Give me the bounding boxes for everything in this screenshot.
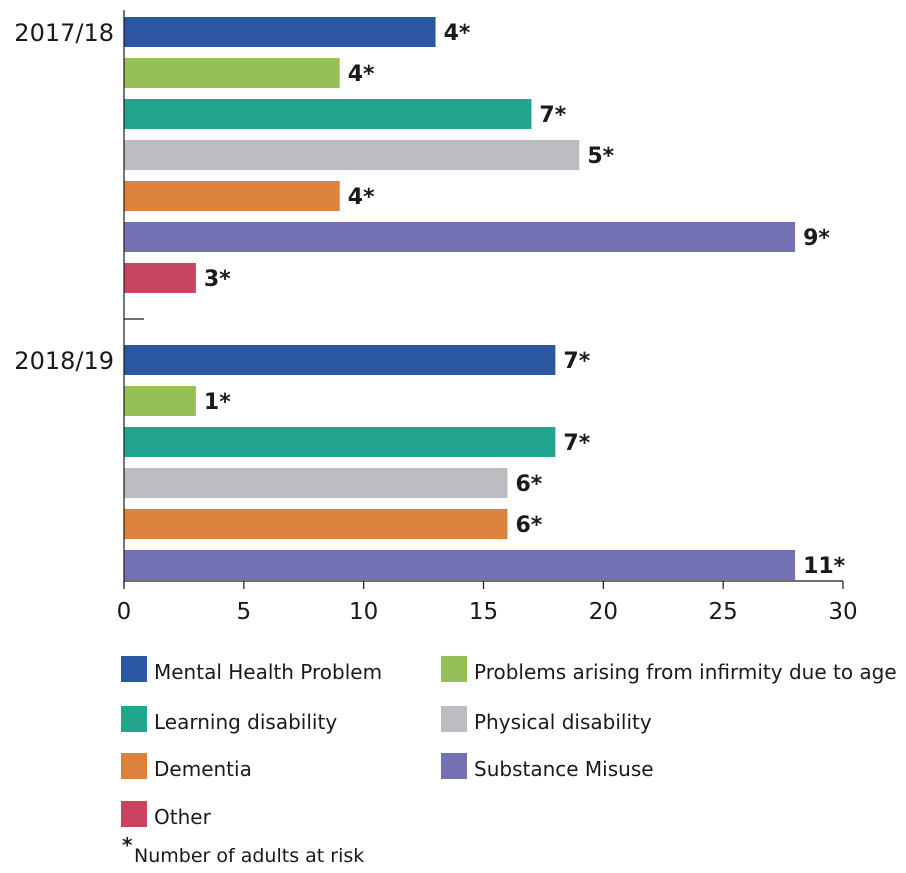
bar-2018-19-5 <box>124 550 796 580</box>
legend-label: Mental Health Problem <box>154 660 382 684</box>
legend-swatch <box>441 753 467 779</box>
legend-label: Substance Misuse <box>474 757 654 781</box>
bar-2018-19-1 <box>124 386 196 416</box>
data-label: 4* <box>348 185 375 210</box>
data-label: 3* <box>204 267 231 292</box>
bar-2017-18-0 <box>124 17 436 47</box>
bar-2017-18-2 <box>124 99 532 129</box>
x-tick-label: 25 <box>709 599 738 625</box>
category-labels: 2017/18 2018/19 <box>14 19 114 375</box>
data-label: 6* <box>515 472 542 497</box>
x-tick-label: 5 <box>237 599 252 625</box>
data-label: 1* <box>204 390 231 415</box>
bar-2017-18-3 <box>124 140 580 170</box>
legend-swatch <box>441 706 467 732</box>
data-label: 11* <box>803 554 846 579</box>
x-tick-label: 10 <box>349 599 378 625</box>
bar-2017-18-4 <box>124 181 340 211</box>
data-label: 6* <box>515 513 542 538</box>
bar-2017-18-5 <box>124 222 796 252</box>
legend-swatch <box>121 656 147 682</box>
legend-swatch <box>441 656 467 682</box>
data-label: 4* <box>348 62 375 87</box>
legend-label: Problems arising from infirmity due to a… <box>474 660 897 684</box>
x-axis-ticks: 0 5 10 15 20 25 30 <box>117 581 858 625</box>
legend-label: Other <box>154 805 212 829</box>
bar-2018-19-0 <box>124 345 556 375</box>
x-tick-label: 15 <box>469 599 498 625</box>
bar-2018-19-3 <box>124 468 508 498</box>
legend-label: Dementia <box>154 757 252 781</box>
legend-swatch <box>121 706 147 732</box>
x-tick-label: 0 <box>117 599 132 625</box>
bar-2017-18-1 <box>124 58 340 88</box>
data-label: 7* <box>563 349 590 374</box>
legend-swatch <box>121 753 147 779</box>
footnote-marker: * <box>122 833 133 857</box>
data-label: 7* <box>563 431 590 456</box>
legend-label: Physical disability <box>474 710 652 734</box>
x-tick-label: 20 <box>589 599 618 625</box>
category-label: 2018/19 <box>14 347 114 375</box>
footnote: * Number of adults at risk <box>122 833 364 867</box>
data-label: 5* <box>587 144 614 169</box>
bar-2018-19-2 <box>124 427 556 457</box>
category-label: 2017/18 <box>14 19 114 47</box>
legend: Mental Health Problem Problems arising fr… <box>121 656 897 829</box>
bar-2018-19-4 <box>124 509 508 539</box>
data-label: 4* <box>444 21 471 46</box>
x-tick-label: 30 <box>828 599 857 625</box>
data-label: 7* <box>539 103 566 128</box>
legend-swatch <box>121 801 147 827</box>
data-label: 9* <box>803 226 830 251</box>
footnote-text: Number of adults at risk <box>134 845 364 867</box>
legend-label: Learning disability <box>154 710 337 734</box>
bar-2017-18-6 <box>124 263 196 293</box>
bars-layer: 4* 4* 7* 5* 4* 9* 3* 7* 1* 7* 6* 6* 11* <box>124 17 846 580</box>
